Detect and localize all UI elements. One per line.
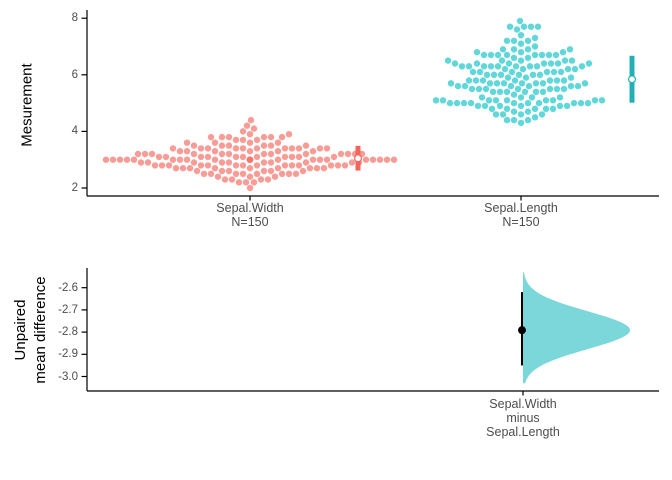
ytick-n3.0: -3.0 <box>58 371 78 383</box>
swarm-sepal-width <box>102 116 398 192</box>
contrast-label-line3: Sepal.Length <box>486 424 560 439</box>
group-label-sepal-width-n: N=150 <box>231 214 269 229</box>
bottom-panel-axes <box>81 268 659 396</box>
ytick-2: 2 <box>71 182 78 194</box>
mean-sd-bar-sepal-length <box>627 55 636 103</box>
y-axis-title-line2: mean difference <box>32 276 49 384</box>
swarm-sepal-length <box>432 17 606 127</box>
group-label-sepal-width: Sepal.Width N=150 <box>165 201 335 230</box>
contrast-label: Sepal.Width minus Sepal.Length <box>438 397 608 439</box>
group-label-sepal-width-name: Sepal.Width <box>216 201 284 215</box>
ytick-n2.8: -2.8 <box>58 326 78 338</box>
mean-sd-bar-sepal-width <box>354 145 363 171</box>
ytick-n2.9: -2.9 <box>58 348 78 360</box>
group-label-sepal-length-name: Sepal.Length <box>484 201 558 215</box>
bootstrap-half-violin <box>523 272 630 384</box>
y-axis-title-line1: Unpaired <box>12 299 29 361</box>
contrast-label-line1: Sepal.Width <box>489 397 557 411</box>
ytick-n2.7: -2.7 <box>58 304 78 316</box>
contrast-label-line2: minus <box>506 410 540 425</box>
y-axis-title-unpaired-mean-difference: Unpaired mean difference <box>11 276 51 383</box>
ytick-n2.6: -2.6 <box>58 282 78 294</box>
group-label-sepal-length-n: N=150 <box>502 214 540 229</box>
ytick-4: 4 <box>71 125 78 137</box>
top-panel-axes <box>81 10 659 201</box>
mean-difference-dot <box>518 326 526 335</box>
group-label-sepal-length: Sepal.Length N=150 <box>436 201 606 230</box>
y-axis-title-measurement: Mesurement <box>18 63 36 147</box>
ytick-8: 8 <box>71 12 78 24</box>
effect-size-marker <box>518 292 526 366</box>
ytick-6: 6 <box>71 69 78 81</box>
